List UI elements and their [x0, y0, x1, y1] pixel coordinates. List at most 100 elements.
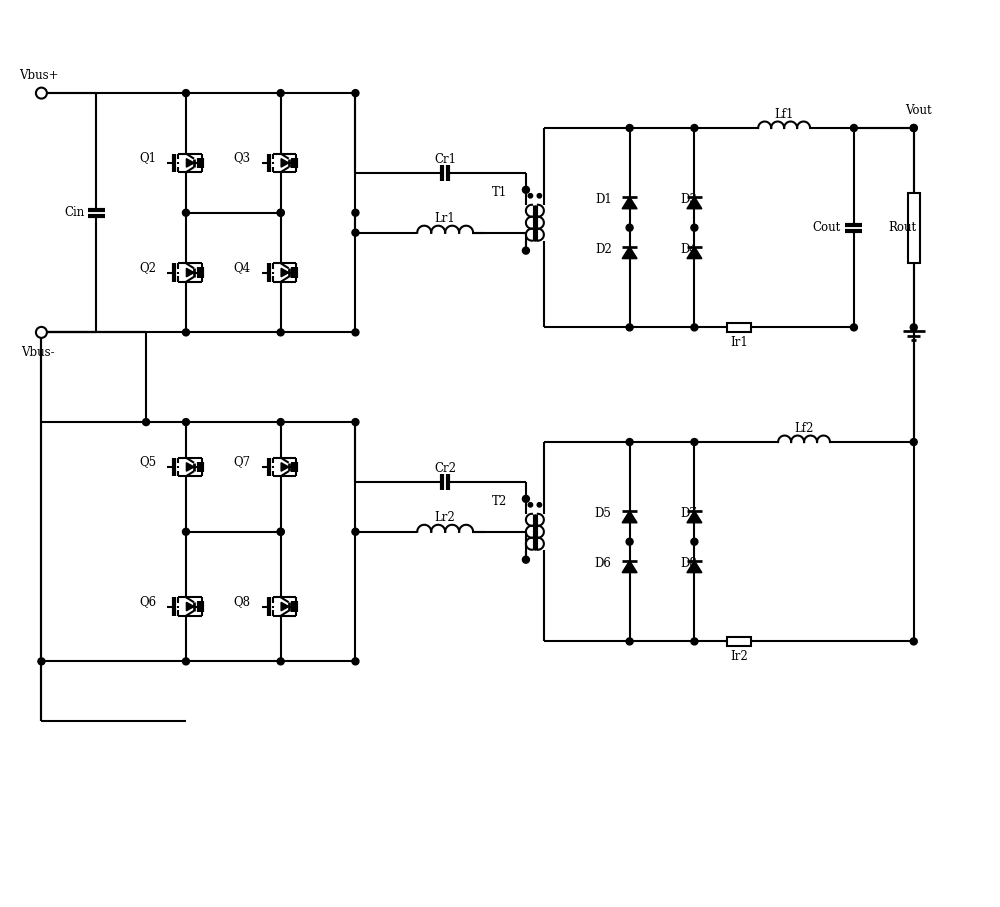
- Circle shape: [691, 538, 698, 545]
- Circle shape: [277, 210, 284, 216]
- Circle shape: [910, 638, 917, 645]
- Polygon shape: [186, 268, 194, 277]
- Circle shape: [182, 528, 189, 535]
- Text: Lf1: Lf1: [774, 108, 794, 121]
- Circle shape: [38, 658, 45, 665]
- Circle shape: [352, 90, 359, 97]
- Text: Cout: Cout: [813, 221, 841, 234]
- Circle shape: [182, 329, 189, 336]
- Circle shape: [277, 210, 284, 216]
- Text: D4: D4: [681, 243, 697, 256]
- Circle shape: [277, 528, 284, 535]
- Circle shape: [626, 638, 633, 645]
- Circle shape: [352, 658, 359, 665]
- Circle shape: [277, 658, 284, 665]
- Text: Ir1: Ir1: [730, 336, 748, 349]
- Circle shape: [277, 90, 284, 97]
- Text: Vbus-: Vbus-: [22, 346, 55, 359]
- Circle shape: [626, 124, 633, 132]
- Circle shape: [352, 528, 359, 535]
- Text: Q4: Q4: [234, 261, 251, 274]
- Circle shape: [691, 638, 698, 645]
- Polygon shape: [622, 511, 637, 522]
- Text: Rout: Rout: [889, 221, 917, 234]
- Circle shape: [850, 124, 857, 132]
- Circle shape: [850, 324, 857, 331]
- Text: Cin: Cin: [64, 206, 84, 219]
- Circle shape: [277, 528, 284, 535]
- Text: T1: T1: [492, 186, 508, 200]
- Polygon shape: [622, 197, 637, 209]
- Circle shape: [522, 556, 529, 563]
- Circle shape: [352, 419, 359, 425]
- Text: Cr2: Cr2: [434, 463, 456, 475]
- Text: Ir2: Ir2: [730, 650, 748, 663]
- Text: Q3: Q3: [234, 151, 251, 164]
- Circle shape: [182, 210, 189, 216]
- Polygon shape: [687, 197, 702, 209]
- Text: Q1: Q1: [139, 151, 156, 164]
- Text: Cr1: Cr1: [434, 153, 456, 166]
- Polygon shape: [687, 511, 702, 522]
- Circle shape: [182, 90, 189, 97]
- Circle shape: [36, 88, 47, 99]
- Circle shape: [528, 502, 533, 507]
- Circle shape: [143, 419, 150, 425]
- Text: Lr1: Lr1: [435, 212, 456, 225]
- Circle shape: [352, 229, 359, 236]
- Text: Q5: Q5: [139, 455, 156, 469]
- Polygon shape: [622, 561, 637, 572]
- Circle shape: [537, 193, 542, 198]
- Polygon shape: [281, 159, 289, 167]
- Polygon shape: [281, 463, 289, 472]
- Text: Lr2: Lr2: [435, 512, 456, 524]
- Circle shape: [277, 419, 284, 425]
- Circle shape: [691, 124, 698, 132]
- Circle shape: [910, 124, 917, 132]
- Circle shape: [910, 324, 917, 331]
- Bar: [727, 323, 751, 332]
- Text: Vbus+: Vbus+: [19, 69, 58, 82]
- Polygon shape: [186, 159, 194, 167]
- Text: D6: D6: [595, 557, 612, 571]
- Polygon shape: [281, 268, 289, 277]
- Circle shape: [537, 502, 542, 507]
- Text: D1: D1: [595, 193, 612, 206]
- Circle shape: [691, 324, 698, 331]
- Circle shape: [626, 324, 633, 331]
- Text: Lf2: Lf2: [794, 422, 814, 434]
- Polygon shape: [687, 561, 702, 572]
- Circle shape: [352, 329, 359, 336]
- Text: Vout: Vout: [905, 103, 932, 117]
- Bar: [908, 193, 920, 263]
- Polygon shape: [622, 247, 637, 258]
- Circle shape: [522, 495, 529, 502]
- Text: D3: D3: [681, 193, 697, 206]
- Circle shape: [182, 658, 189, 665]
- Text: D8: D8: [681, 557, 697, 571]
- Text: Q6: Q6: [139, 595, 156, 608]
- Text: D2: D2: [595, 243, 612, 256]
- Circle shape: [182, 419, 189, 425]
- Text: D5: D5: [595, 507, 612, 521]
- Circle shape: [910, 124, 917, 132]
- Circle shape: [910, 439, 917, 445]
- Polygon shape: [281, 602, 289, 610]
- Circle shape: [522, 186, 529, 193]
- Circle shape: [626, 538, 633, 545]
- Text: T2: T2: [492, 495, 508, 508]
- Text: Q8: Q8: [234, 595, 251, 608]
- Text: Q2: Q2: [139, 261, 156, 274]
- Circle shape: [691, 439, 698, 445]
- Text: D7: D7: [681, 507, 697, 521]
- Circle shape: [36, 327, 47, 337]
- Text: Q7: Q7: [234, 455, 251, 469]
- Bar: [727, 637, 751, 646]
- Circle shape: [522, 247, 529, 254]
- Polygon shape: [186, 602, 194, 610]
- Circle shape: [691, 224, 698, 231]
- Circle shape: [352, 210, 359, 216]
- Polygon shape: [687, 247, 702, 258]
- Circle shape: [626, 224, 633, 231]
- Circle shape: [626, 439, 633, 445]
